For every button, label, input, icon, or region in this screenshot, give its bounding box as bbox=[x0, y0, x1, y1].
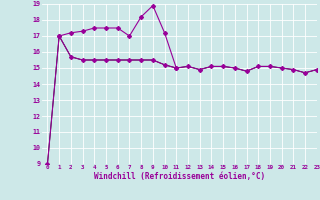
X-axis label: Windchill (Refroidissement éolien,°C): Windchill (Refroidissement éolien,°C) bbox=[94, 172, 265, 181]
